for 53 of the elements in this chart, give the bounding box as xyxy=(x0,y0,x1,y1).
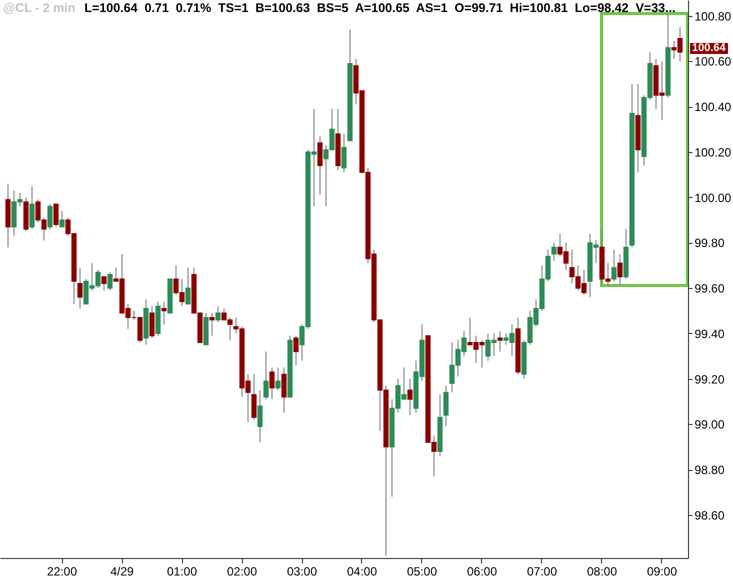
x-tick-label: 04:00 xyxy=(346,564,378,578)
y-tick-label: 99.00 xyxy=(694,418,725,432)
y-tick-label: 100.40 xyxy=(694,100,732,114)
candlestick xyxy=(617,254,623,286)
x-tick-label: 01:00 xyxy=(166,564,198,578)
candlestick xyxy=(185,267,191,304)
x-tick-label: 07:00 xyxy=(526,564,558,578)
candlestick xyxy=(251,374,257,420)
y-tick-label: 100.80 xyxy=(694,9,732,24)
candlestick xyxy=(215,306,221,323)
y-tick-label: 99.60 xyxy=(694,282,725,296)
y-tick-label: 99.80 xyxy=(694,236,725,250)
y-tick-label: 100.60 xyxy=(694,54,732,69)
candlestick xyxy=(107,272,113,291)
candlestick xyxy=(317,136,323,196)
candlestick xyxy=(611,249,617,282)
x-tick-label: 22:00 xyxy=(46,564,78,578)
x-tick-label: 02:00 xyxy=(226,564,258,578)
candlestick xyxy=(59,210,65,228)
chart-subtitle: L=100.64 0.71 0.71% TS=1 B=100.63 BS=5 A=100.65 AS=1 O=99.71 Hi=100.81 Lo=98.42 V=33... xyxy=(84,1,676,15)
y-tick-label: 99.40 xyxy=(694,326,725,341)
y-tick-label: 100.20 xyxy=(694,145,732,160)
x-tick-label: 08:00 xyxy=(586,564,618,578)
x-tick-label: 06:00 xyxy=(466,564,498,578)
candlestick xyxy=(275,366,281,391)
x-tick-label: 03:00 xyxy=(286,564,318,578)
candlestick xyxy=(257,390,263,443)
candlestick xyxy=(293,335,299,366)
candlestick xyxy=(47,204,53,230)
candlestick xyxy=(149,306,155,338)
text: 100.64 xyxy=(690,42,728,54)
y-tick-label: 100.00 xyxy=(694,190,732,205)
candlestick xyxy=(407,378,413,416)
x-tick-label: 09:00 xyxy=(646,564,678,578)
y-tick-label: 99.20 xyxy=(694,372,725,386)
x-tick-label: 05:00 xyxy=(406,564,438,578)
candlestick xyxy=(53,204,59,228)
candlestick xyxy=(263,351,269,400)
candlestick xyxy=(497,330,503,352)
candlestick xyxy=(443,385,449,427)
candlestick xyxy=(29,186,35,230)
candlestick xyxy=(77,267,83,309)
candlestick xyxy=(161,301,167,325)
y-tick-label: 98.80 xyxy=(694,463,725,478)
chart-title: @CL - 2 min xyxy=(3,1,76,15)
candlestick xyxy=(209,312,215,336)
candlestick xyxy=(551,242,557,262)
candlestick xyxy=(341,133,347,173)
candlestick xyxy=(101,276,107,291)
candlestick xyxy=(281,366,287,414)
x-tick-label: 4/29 xyxy=(110,564,134,578)
y-tick-label: 98.60 xyxy=(694,508,725,522)
candlestick xyxy=(269,366,275,400)
